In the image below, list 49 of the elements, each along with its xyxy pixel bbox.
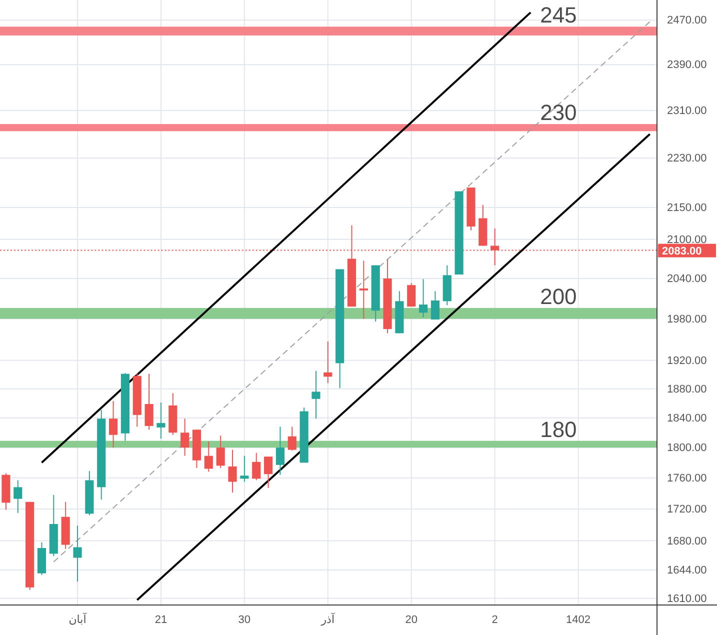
candlestick: [276, 426, 284, 476]
x-tick-label: آذر: [320, 612, 336, 626]
y-tick-label: 1800.00: [667, 442, 707, 454]
y-tick-label: 1644.00: [667, 564, 707, 577]
candlestick: [73, 525, 82, 582]
y-tick-label: 1840.00: [667, 412, 707, 424]
y-tick-label: 1880.00: [667, 383, 707, 396]
candlestick: [108, 400, 118, 448]
candlestick: [204, 441, 213, 472]
candlestick: [216, 435, 225, 468]
x-tick-label: 30: [238, 614, 251, 626]
y-tick-label: 2100.00: [667, 234, 707, 246]
candlestick: [359, 260, 368, 320]
candlestick: [430, 290, 440, 320]
candlestick: [156, 402, 166, 440]
candlestick: [312, 370, 320, 420]
candlestick: [407, 282, 416, 308]
band-label: 180: [540, 416, 577, 442]
y-tick-label: 2470.00: [667, 14, 707, 27]
y-tick-label: 2040.00: [667, 272, 707, 285]
y-tick-label: 2310.00: [667, 105, 707, 118]
candlestick: [252, 452, 261, 481]
y-tick-label: 1980.00: [667, 313, 707, 326]
y-tick-label: 2150.00: [667, 202, 707, 214]
band-label: 245: [540, 2, 577, 28]
candlestick: [14, 480, 22, 514]
y-tick-label: 1720.00: [667, 503, 707, 516]
x-tick-label: 2: [492, 614, 498, 626]
y-tick-label: 1610.00: [667, 592, 707, 605]
x-tick-label: 1402: [566, 614, 591, 626]
band-label: 200: [540, 284, 577, 309]
y-tick-label: 2390.00: [667, 59, 707, 72]
candlestick: [240, 455, 249, 482]
candlestick: [324, 341, 332, 384]
candlestick: [264, 456, 273, 488]
candlestick: [180, 418, 190, 456]
y-tick-label: 2230.00: [667, 152, 707, 165]
x-tick-label: آبان: [68, 612, 88, 626]
x-tick-label: 21: [154, 614, 168, 626]
candlestick: [288, 426, 296, 452]
candlestick: [228, 449, 237, 494]
x-tick-label: 20: [405, 614, 418, 626]
y-tick-label: 1680.00: [667, 535, 707, 548]
candlestick: [144, 373, 154, 430]
band-label: 230: [540, 100, 577, 126]
candlestick: [419, 278, 428, 318]
y-tick-label: 1920.00: [667, 354, 707, 367]
y-tick-label: 1760.00: [667, 472, 707, 484]
ref-line-label: 2083.00: [662, 245, 702, 258]
